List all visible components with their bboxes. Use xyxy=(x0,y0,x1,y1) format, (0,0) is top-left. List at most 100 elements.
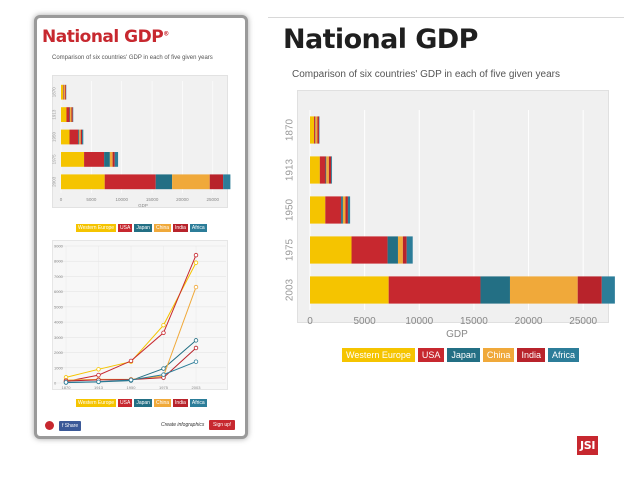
main-bar-1950-japan[interactable] xyxy=(341,196,343,224)
thumbnail-bar-bar-2003-china[interactable] xyxy=(172,174,210,190)
thumbnail-line-legend-china[interactable]: China xyxy=(153,399,172,407)
facebook-share-button[interactable]: f Share xyxy=(59,421,82,431)
thumbnail-bar-bar-1950-usa[interactable] xyxy=(69,129,79,145)
thumbnail-bar-bar-1870-india[interactable] xyxy=(65,84,66,100)
main-bar-1950-china[interactable] xyxy=(342,196,346,224)
thumbnail-line-point-western-europe[interactable] xyxy=(96,367,101,372)
thumbnail-line-legend-japan[interactable]: Japan xyxy=(134,399,152,407)
main-legend-usa[interactable]: USA xyxy=(417,348,445,362)
sign-up-button[interactable]: Sign up! xyxy=(209,420,236,430)
thumbnail-bar-bar-1975-india[interactable] xyxy=(112,152,115,167)
main-bar-1975-india[interactable] xyxy=(402,236,407,264)
main-legend-western-europe[interactable]: Western Europe xyxy=(342,348,415,362)
thumbnail-line-legend-india[interactable]: India xyxy=(173,399,188,407)
thumbnail-line-point-africa[interactable] xyxy=(128,377,134,383)
thumbnail-line-point-africa[interactable] xyxy=(161,372,166,377)
main-bar-2003-japan[interactable] xyxy=(480,276,510,304)
main-bar-1913-japan[interactable] xyxy=(325,156,327,184)
thumbnail-line-point-western-europe[interactable] xyxy=(193,260,199,265)
thumbnail-bar-bar-1870-western-europe[interactable] xyxy=(61,84,64,100)
thumbnail-bar-legend-japan[interactable]: Japan xyxy=(134,224,152,232)
thumbnail-bar-legend-usa[interactable]: USA xyxy=(118,224,133,232)
thumbnail-bar-bar-1870-usa[interactable] xyxy=(63,84,64,100)
main-bar-1913-western-europe[interactable] xyxy=(310,156,320,184)
thumbnail-bar-bar-1950-western-europe[interactable] xyxy=(61,129,70,145)
main-bar-1975-africa[interactable] xyxy=(406,236,413,264)
main-bar-2003-china[interactable] xyxy=(509,276,578,304)
thumbnail-bar-legend-africa[interactable]: Africa xyxy=(189,224,207,232)
main-category-label: 1870 xyxy=(285,118,296,141)
thumbnail-line-point-africa[interactable] xyxy=(63,380,69,385)
main-bar-2003-india[interactable] xyxy=(577,276,602,304)
thumbnail-bar-legend-china[interactable]: China xyxy=(153,224,172,232)
thumbnail-line-point-usa[interactable] xyxy=(161,330,166,335)
thumbnail-bar-bar-1975-western-europe[interactable] xyxy=(61,152,85,167)
main-bar-2003-africa[interactable] xyxy=(601,276,615,304)
thumbnail-bar-bar-2003-india[interactable] xyxy=(209,174,224,190)
main-legend-india[interactable]: India xyxy=(517,348,545,362)
thumbnail-line-legend-western-europe[interactable]: Western Europe xyxy=(76,399,117,407)
thumbnail-line-point-africa[interactable] xyxy=(96,379,101,384)
thumbnail-bar-bar-2003-japan[interactable] xyxy=(155,174,173,190)
thumbnail-line-y-tick-label: 9000 xyxy=(54,244,64,249)
thumbnail-line-point-western-europe[interactable] xyxy=(161,322,166,328)
thumbnail-line-legend: Western Europe USA Japan China India Africa xyxy=(76,399,207,407)
main-bar-1870-india[interactable] xyxy=(317,116,319,144)
thumbnail-bar-bar-1913-china[interactable] xyxy=(70,107,72,122)
thumbnail-bar-bar-1975-japan[interactable] xyxy=(104,152,110,167)
thumbnail-bar-bar-1950-china[interactable] xyxy=(79,129,81,145)
thumbnail-line-legend-usa[interactable]: USA xyxy=(118,399,133,407)
thumbnail-bar-bar-1913-usa[interactable] xyxy=(66,107,70,122)
main-bar-1913-china[interactable] xyxy=(326,156,329,184)
thumbnail-line-legend-africa[interactable]: Africa xyxy=(189,399,207,407)
main-legend-africa[interactable]: Africa xyxy=(547,348,579,362)
thumbnail-line-point-india[interactable] xyxy=(193,345,199,351)
thumbnail-line-point-japan[interactable] xyxy=(193,338,199,343)
thumbnail-line-point-usa[interactable] xyxy=(193,252,199,258)
thumbnail-bar-bar-1975-usa[interactable] xyxy=(84,152,105,167)
main-bar-2003-usa[interactable] xyxy=(388,276,481,304)
create-infographics-link[interactable]: Create infographics xyxy=(161,422,205,428)
thumbnail-bar-bar-1950-africa[interactable] xyxy=(82,129,84,145)
main-bar-1950-usa[interactable] xyxy=(325,196,342,224)
main-bar-1950-western-europe[interactable] xyxy=(310,196,326,224)
infogram-logo-icon[interactable] xyxy=(45,421,54,430)
main-bar-1913-usa[interactable] xyxy=(319,156,326,184)
main-bar-1870-china[interactable] xyxy=(315,116,318,144)
thumbnail-bar-bar-2003-western-europe[interactable] xyxy=(61,174,105,190)
thumbnail-bar-bar-1950-india[interactable] xyxy=(80,129,83,145)
thumbnail-line-point-japan[interactable] xyxy=(161,366,166,371)
main-bar-1975-western-europe[interactable] xyxy=(310,236,352,264)
main-bar-1975-china[interactable] xyxy=(397,236,403,264)
thumbnail-bar-bar-1913-western-europe[interactable] xyxy=(61,107,67,122)
thumbnail-line-y-tick-label: 0 xyxy=(54,381,57,386)
main-bar-1950-africa[interactable] xyxy=(347,196,351,224)
main-bar-1975-japan[interactable] xyxy=(387,236,398,264)
thumbnail-bar-bar-1975-africa[interactable] xyxy=(114,152,119,167)
thumbnail-bar-bar-2003-usa[interactable] xyxy=(104,174,156,190)
main-bar-1975-usa[interactable] xyxy=(351,236,388,264)
thumbnail-bar-bar-1975-china[interactable] xyxy=(109,152,113,167)
main-x-axis-label: GDP xyxy=(446,329,468,340)
main-bar-1870-usa[interactable] xyxy=(314,116,316,144)
main-bar-2003-western-europe[interactable] xyxy=(310,276,389,304)
thumbnail-bar-bar-2003-africa[interactable] xyxy=(223,174,231,190)
main-bar-1870-western-europe[interactable] xyxy=(310,116,315,144)
thumbnail-line-point-usa[interactable] xyxy=(128,358,134,364)
main-legend-japan[interactable]: Japan xyxy=(447,348,480,362)
main-bar-1913-africa[interactable] xyxy=(331,156,333,184)
main-bar-1913-india[interactable] xyxy=(328,156,332,184)
thumbnail-bar-legend-western-europe[interactable]: Western Europe xyxy=(76,224,117,232)
thumbnail-bar-category-label: 1950 xyxy=(52,131,57,142)
thumbnail-line-point-china[interactable] xyxy=(193,284,199,290)
main-bar-1950-india[interactable] xyxy=(345,196,348,224)
main-legend-china[interactable]: China xyxy=(482,348,515,362)
thumbnail-bar-bar-1870-china[interactable] xyxy=(64,84,66,100)
thumbnail-line-point-usa[interactable] xyxy=(96,372,101,378)
thumbnail-bar-bar-1913-india[interactable] xyxy=(71,107,73,122)
thumbnail-bar-bar-1950-japan[interactable] xyxy=(78,129,80,145)
thumbnail-bar-legend-india[interactable]: India xyxy=(173,224,188,232)
main-x-tick-label: 0 xyxy=(307,316,313,327)
thumbnail-line-point-africa[interactable] xyxy=(193,359,199,364)
thumbnail-line-y-tick-label: 2000 xyxy=(54,350,64,355)
